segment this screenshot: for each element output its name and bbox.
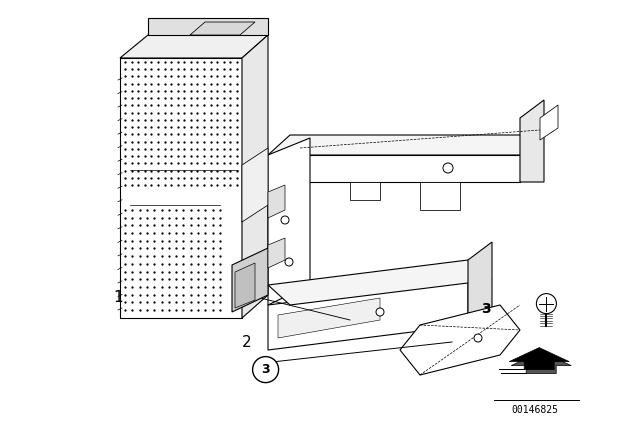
Text: 00146825: 00146825	[511, 405, 558, 415]
Polygon shape	[268, 135, 544, 155]
Polygon shape	[499, 348, 569, 370]
Circle shape	[536, 293, 556, 314]
Circle shape	[253, 357, 278, 383]
Polygon shape	[268, 185, 285, 218]
Polygon shape	[420, 182, 460, 210]
Text: 1: 1	[113, 290, 124, 306]
Polygon shape	[400, 305, 520, 375]
Polygon shape	[148, 18, 268, 35]
Polygon shape	[501, 352, 572, 374]
Polygon shape	[268, 260, 492, 305]
Polygon shape	[235, 263, 255, 308]
Circle shape	[281, 216, 289, 224]
Polygon shape	[540, 105, 558, 140]
Polygon shape	[242, 148, 268, 222]
Circle shape	[376, 308, 384, 316]
Polygon shape	[190, 22, 255, 35]
Polygon shape	[268, 280, 468, 350]
Circle shape	[474, 334, 482, 342]
Polygon shape	[268, 155, 520, 182]
Polygon shape	[468, 242, 492, 325]
Polygon shape	[242, 35, 268, 318]
Circle shape	[443, 163, 453, 173]
Polygon shape	[232, 248, 268, 312]
Polygon shape	[268, 138, 310, 305]
Text: 3: 3	[261, 363, 270, 376]
Circle shape	[285, 258, 293, 266]
Polygon shape	[120, 58, 242, 318]
Polygon shape	[268, 238, 285, 268]
Polygon shape	[278, 298, 380, 338]
Polygon shape	[120, 35, 268, 58]
Text: 3: 3	[481, 302, 492, 316]
Polygon shape	[350, 182, 380, 200]
Polygon shape	[520, 100, 544, 182]
Text: 2: 2	[241, 335, 252, 350]
